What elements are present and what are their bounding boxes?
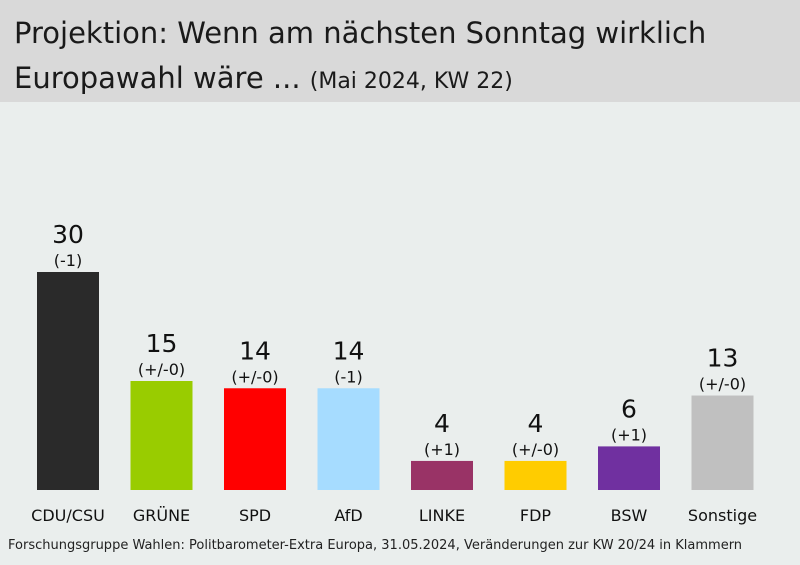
value-label-cdu-csu: 30: [52, 220, 84, 249]
chart-title-line-2: Europawahl wäre ... (Mai 2024, KW 22): [14, 61, 513, 95]
bar-bsw: [598, 446, 660, 490]
bar-fdp: [504, 460, 567, 490]
chart-header: Projektion: Wenn am nächsten Sonntag wir…: [0, 0, 800, 102]
value-label-gr-ne: 15: [146, 329, 178, 358]
change-label-afd: (-1): [334, 367, 362, 386]
category-label-afd: AfD: [334, 506, 362, 525]
change-label-linke: (+1): [424, 440, 460, 459]
bar-afd: [317, 388, 380, 490]
chart-title-line-1: Projektion: Wenn am nächsten Sonntag wir…: [14, 16, 707, 50]
category-label-sonstige: Sonstige: [688, 506, 757, 525]
bar-gr-ne: [130, 381, 193, 490]
change-label-bsw: (+1): [611, 425, 647, 444]
chart-subtitle: (Mai 2024, KW 22): [309, 69, 513, 94]
source-note: Forschungsgruppe Wahlen: Politbarometer-…: [8, 538, 743, 553]
bar-sonstige: [691, 395, 754, 490]
bar-linke: [411, 460, 473, 490]
category-label-bsw: BSW: [611, 506, 648, 525]
change-label-fdp: (+/-0): [512, 440, 559, 459]
value-label-fdp: 4: [528, 409, 544, 438]
value-label-spd: 14: [239, 336, 271, 365]
bar-spd: [224, 388, 286, 490]
category-label-spd: SPD: [239, 506, 271, 525]
value-label-linke: 4: [434, 409, 450, 438]
value-label-afd: 14: [333, 336, 365, 365]
value-label-bsw: 6: [621, 394, 637, 423]
bar-cdu-csu: [37, 272, 99, 490]
change-label-spd: (+/-0): [231, 367, 278, 386]
category-label-gr-ne: GRÜNE: [133, 506, 190, 525]
category-label-linke: LINKE: [419, 506, 465, 525]
change-label-cdu-csu: (-1): [54, 251, 82, 270]
change-label-sonstige: (+/-0): [699, 375, 746, 394]
value-label-sonstige: 13: [707, 344, 739, 373]
bar-chart: 30 (-1) CDU/CSU 15 (+/-0) GRÜNE 14 (+/-0) SPD 14 (…: [31, 220, 757, 525]
category-label-cdu-csu: CDU/CSU: [31, 506, 105, 525]
category-label-fdp: FDP: [520, 506, 552, 525]
change-label-gr-ne: (+/-0): [138, 360, 185, 379]
chart-title-line-2-text: Europawahl wäre ...: [14, 61, 301, 95]
